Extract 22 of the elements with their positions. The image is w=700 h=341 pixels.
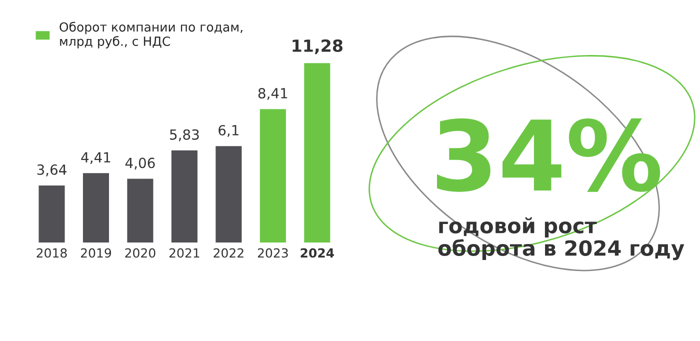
data-label: 4,41 xyxy=(81,152,110,164)
x-tick-label: 2019 xyxy=(80,248,112,258)
bar xyxy=(82,172,110,244)
data-label: 3,64 xyxy=(37,164,66,176)
x-tick-label: 2022 xyxy=(214,248,244,258)
bar xyxy=(214,144,244,244)
bar xyxy=(37,184,66,244)
data-label: 11,28 xyxy=(292,39,342,54)
x-tick-label: 2020 xyxy=(125,248,156,258)
bar xyxy=(170,149,199,244)
x-tick-label: 2018 xyxy=(36,248,67,258)
data-label: 4,06 xyxy=(125,158,155,170)
data-label: 6,1 xyxy=(218,124,238,137)
data-label: 5,83 xyxy=(170,129,199,142)
legend-label: Оборот компании по годам, млрд руб., с НДС xyxy=(60,22,242,48)
bar xyxy=(302,62,332,244)
x-tick-label: 2024 xyxy=(300,248,334,258)
bar xyxy=(258,108,288,244)
data-label: 8,41 xyxy=(258,88,288,100)
x-tick-label: 2023 xyxy=(258,248,288,258)
bar xyxy=(126,177,155,244)
x-tick-label: 2021 xyxy=(169,248,200,258)
